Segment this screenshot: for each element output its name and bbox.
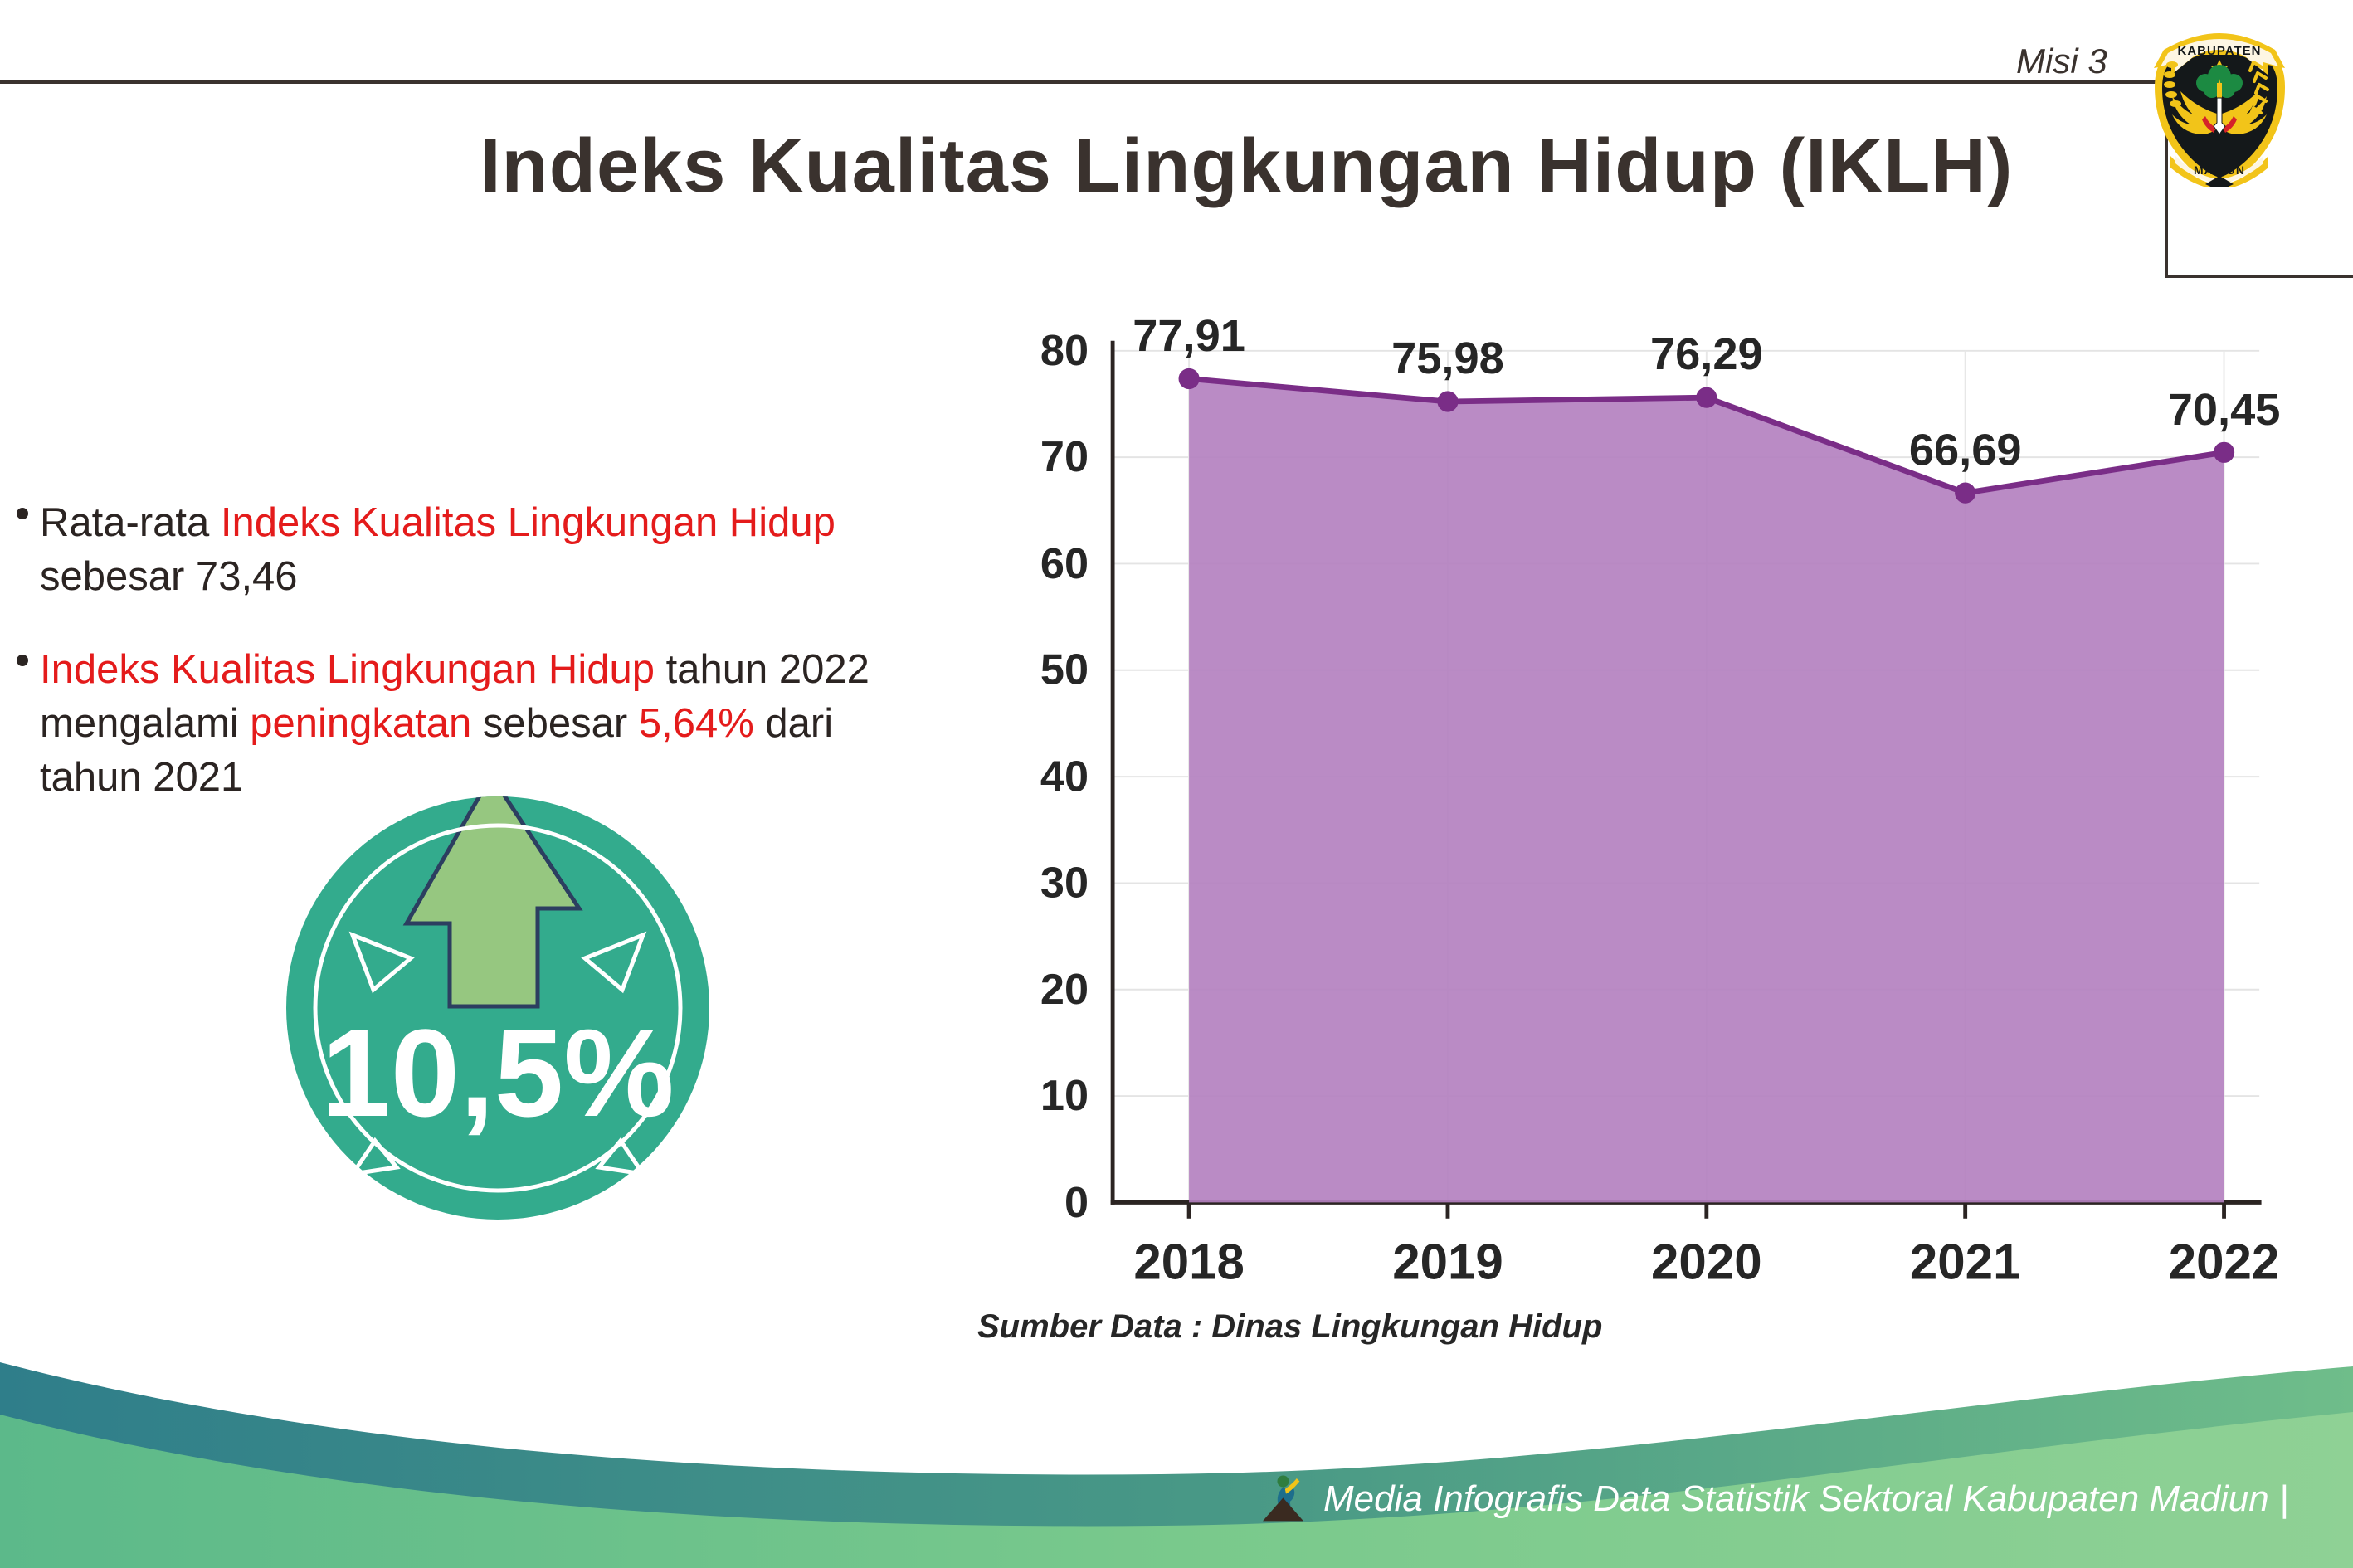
svg-text:30: 30 <box>1040 859 1089 907</box>
svg-text:2018: 2018 <box>1133 1234 1245 1289</box>
svg-text:40: 40 <box>1040 753 1089 801</box>
svg-text:70,45: 70,45 <box>2168 385 2281 435</box>
svg-text:2019: 2019 <box>1392 1234 1503 1289</box>
svg-text:KABUPATEN: KABUPATEN <box>2178 44 2262 58</box>
svg-text:80: 80 <box>1040 327 1089 375</box>
svg-text:77,91: 77,91 <box>1133 311 1245 361</box>
svg-text:MADIUN: MADIUN <box>2194 163 2245 177</box>
svg-text:2021: 2021 <box>1910 1234 2021 1289</box>
svg-text:2022: 2022 <box>2169 1234 2280 1289</box>
svg-text:60: 60 <box>1040 540 1089 588</box>
svg-text:0: 0 <box>1064 1179 1089 1227</box>
svg-text:76,29: 76,29 <box>1650 329 1763 379</box>
svg-text:10,5%: 10,5% <box>321 1003 674 1142</box>
svg-text:2020: 2020 <box>1651 1234 1762 1289</box>
svg-text:66,69: 66,69 <box>1909 425 2022 475</box>
svg-text:50: 50 <box>1040 646 1089 694</box>
svg-text:75,98: 75,98 <box>1391 334 1504 383</box>
svg-text:70: 70 <box>1040 433 1089 481</box>
svg-text:20: 20 <box>1040 966 1089 1014</box>
svg-text:10: 10 <box>1040 1072 1089 1120</box>
